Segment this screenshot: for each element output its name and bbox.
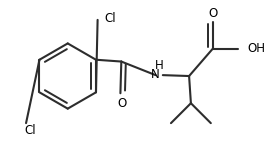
- Text: OH: OH: [247, 42, 264, 55]
- Text: O: O: [117, 97, 127, 110]
- Text: H: H: [155, 59, 164, 72]
- Text: Cl: Cl: [105, 12, 116, 26]
- Text: N: N: [151, 68, 160, 81]
- Text: Cl: Cl: [24, 124, 36, 137]
- Text: O: O: [208, 7, 217, 20]
